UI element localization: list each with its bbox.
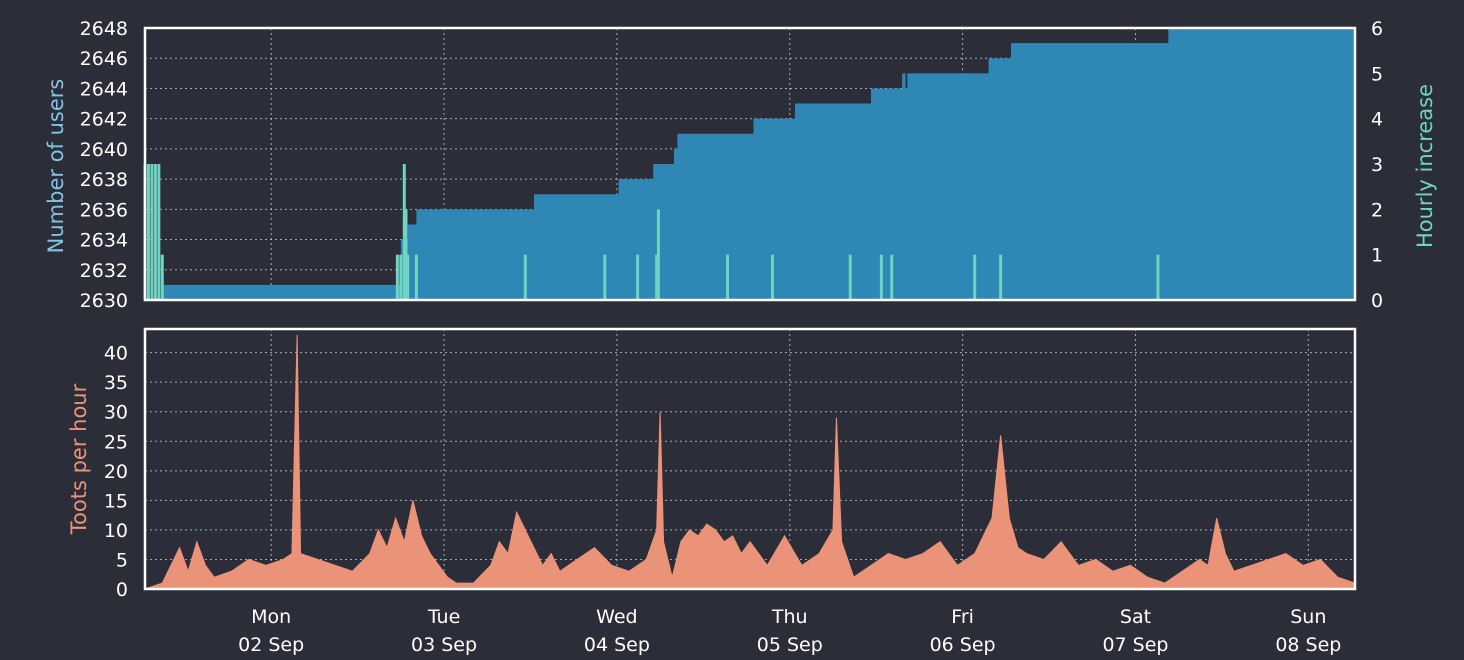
toots-tick-30: 30	[104, 402, 128, 424]
toots-area-series	[144, 334, 1356, 590]
date-axis-ticks: Mon 02 Sep Tue 03 Sep Wed 04 Sep Thu 05 Sep Fri 0…	[238, 606, 1341, 656]
users-tick-2636: 2636	[80, 199, 128, 221]
users-axis-ticks: 2630 2632 2634 2636 2638 2640 2642 2644 2646 2648	[80, 18, 128, 312]
toots-tick-40: 40	[104, 343, 128, 365]
hourly-spike-23	[999, 254, 1003, 300]
users-tick-2642: 2642	[80, 109, 128, 131]
hourly-tick-5: 5	[1371, 63, 1383, 85]
hourly-tick-6: 6	[1371, 18, 1383, 40]
hourly-tick-1: 1	[1371, 245, 1383, 267]
toots-tick-0: 0	[116, 579, 128, 601]
xtick-day-2: Wed	[596, 606, 637, 628]
xtick-day-6: Sun	[1290, 606, 1326, 628]
hourly-spike-12	[523, 254, 527, 300]
users-tick-2634: 2634	[80, 230, 128, 252]
hourly-spike-1	[146, 164, 150, 300]
xtick-day-4: Fri	[951, 606, 974, 628]
toots-tick-10: 10	[104, 520, 128, 542]
xtick-date-3: 05 Sep	[757, 634, 823, 656]
hourly-spike-15	[655, 254, 659, 300]
hourly-spike-7	[399, 254, 403, 300]
users-axis-label: Number of users	[44, 79, 68, 254]
bottom-panel-frame	[143, 327, 1357, 591]
toots-area	[144, 334, 1356, 590]
toots-tick-20: 20	[104, 461, 128, 483]
users-tick-2632: 2632	[80, 260, 128, 282]
users-area-series	[145, 28, 1355, 300]
xtick-day-1: Tue	[427, 606, 460, 628]
users-tick-2630: 2630	[80, 290, 128, 312]
toots-axis-ticks: 0 5 10 15 20 25 30 35 40	[104, 343, 128, 601]
hourly-axis-ticks: 0 1 2 3 4 5 6	[1371, 18, 1383, 312]
xtick-day-0: Mon	[251, 606, 291, 628]
hourly-tick-0: 0	[1371, 290, 1383, 312]
hourly-spike-24	[1156, 254, 1160, 300]
hourly-spike-4	[157, 164, 161, 300]
hourly-spike-10	[406, 254, 410, 300]
hourly-spike-21	[890, 254, 894, 300]
xtick-date-0: 02 Sep	[238, 634, 304, 656]
top-panel-frame	[143, 26, 1357, 302]
xtick-date-6: 08 Sep	[1275, 634, 1341, 656]
xtick-day-5: Sat	[1120, 606, 1151, 628]
hourly-spike-2	[150, 164, 154, 300]
toots-tick-35: 35	[104, 372, 128, 394]
hourly-spike-13	[603, 254, 607, 300]
hourly-spike-18	[770, 254, 774, 300]
hourly-spike-11	[414, 254, 418, 300]
toots-tick-5: 5	[116, 549, 128, 571]
xtick-date-5: 07 Sep	[1102, 634, 1168, 656]
hourly-spike-9	[404, 209, 408, 300]
xtick-day-3: Thu	[771, 606, 808, 628]
hourly-tick-3: 3	[1371, 154, 1383, 176]
hourly-spike-8	[402, 164, 406, 300]
hourly-spike-6	[395, 254, 399, 300]
hourly-spike-20	[879, 254, 883, 300]
hourly-axis-label: Hourly increase	[1413, 84, 1437, 248]
hourly-spike-16	[656, 209, 660, 300]
hourly-spike-17	[726, 254, 730, 300]
users-tick-2644: 2644	[80, 78, 128, 100]
users-tick-2646: 2646	[80, 48, 128, 70]
xtick-date-2: 04 Sep	[584, 634, 650, 656]
users-tick-2640: 2640	[80, 139, 128, 161]
hourly-spike-3	[153, 164, 157, 300]
users-tick-2638: 2638	[80, 169, 128, 191]
toots-tick-25: 25	[104, 431, 128, 453]
hourly-tick-2: 2	[1371, 199, 1383, 221]
toots-tick-15: 15	[104, 490, 128, 512]
users-tick-2648: 2648	[80, 18, 128, 40]
users-area	[145, 28, 1355, 300]
bottom-panel-grid	[145, 329, 1355, 590]
hourly-spike-5	[160, 254, 164, 300]
xtick-date-4: 06 Sep	[930, 634, 996, 656]
hourly-tick-4: 4	[1371, 109, 1383, 131]
toots-axis-label: Toots per hour	[67, 383, 91, 535]
hourly-spike-22	[973, 254, 977, 300]
xtick-date-1: 03 Sep	[411, 634, 477, 656]
hourly-spike-19	[848, 254, 852, 300]
hourly-spike-14	[636, 254, 640, 300]
